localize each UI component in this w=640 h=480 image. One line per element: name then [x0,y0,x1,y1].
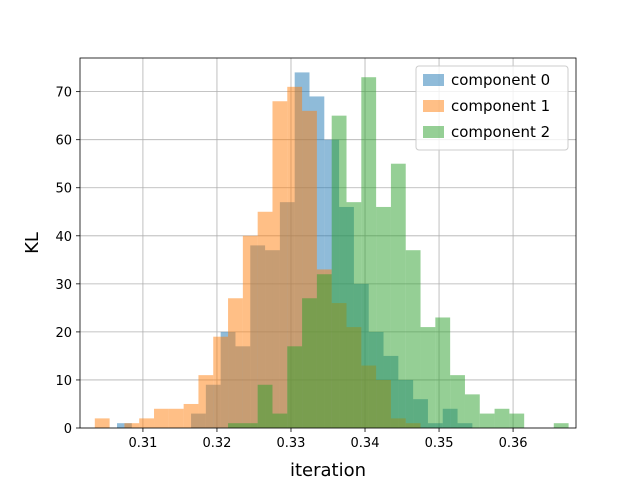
histogram-bar [302,298,317,428]
y-tick-label: 50 [55,182,72,197]
y-tick-label: 0 [64,422,72,437]
histogram-bar [272,413,288,428]
y-tick-label: 30 [55,278,72,293]
histogram-bar [390,163,406,428]
x-tick-label: 0.33 [277,436,306,451]
legend-label: component 1 [451,97,550,115]
histogram-bar [346,202,362,428]
histogram-bar [228,298,243,428]
histogram-bar [272,101,288,428]
histogram-bar [316,274,332,428]
histogram-bar [94,418,110,428]
legend-swatch [423,100,444,112]
y-tick-label: 10 [55,374,72,389]
histogram-bar [287,346,303,428]
y-axis-label: KL [22,232,43,254]
x-tick-label: 0.32 [202,436,231,451]
legend-swatch [423,126,444,138]
histogram-bar [168,408,184,428]
y-axis-ticks: 0 10 20 30 40 50 60 70 [55,86,80,437]
histogram-bar [257,211,273,428]
y-tick-label: 20 [55,326,72,341]
histogram-bar [331,115,347,428]
legend: component 0 component 1 component 2 [415,65,569,151]
histogram-bar [464,394,480,428]
y-tick-label: 40 [55,230,72,245]
x-tick-label: 0.35 [425,436,454,451]
histogram-bar [479,413,495,428]
histogram-bar [154,408,169,428]
x-axis-label: iteration [290,460,366,480]
histogram-bar [287,86,303,428]
plot-frame [79,57,577,429]
legend-label: component 0 [451,71,550,89]
histogram-bars [94,72,569,429]
x-tick-label: 0.31 [128,436,157,451]
legend-swatch [423,74,444,86]
histogram-bar [405,250,421,428]
y-tick-label: 60 [55,134,72,149]
histogram-bar [124,423,140,428]
histogram-bar [183,403,199,428]
x-tick-label: 0.36 [499,436,528,451]
legend-entries: component 0 component 1 component 2 [423,71,550,141]
histogram-bar [509,413,525,428]
histogram-bar [553,423,569,428]
x-tick-label: 0.34 [351,436,380,451]
histogram-bar [257,384,273,428]
y-tick-label: 70 [55,86,72,101]
legend-label: component 2 [451,123,550,141]
histogram-bar [242,235,258,428]
histogram-bar [420,327,436,428]
series-2-bars [228,77,569,429]
histogram-bar [139,418,155,428]
histogram-bar [117,423,125,428]
histogram-bar [228,423,258,428]
x-axis-ticks: 0.31 0.32 0.33 0.34 0.35 0.36 [128,428,528,451]
histogram-bar [361,77,377,429]
histogram-bar [494,408,510,428]
histogram-bar [376,206,391,428]
histogram-bar [450,375,465,428]
histogram-bar [198,375,214,428]
histogram-bar [213,336,229,428]
legend-box [415,65,569,151]
histogram-bar [435,317,451,428]
